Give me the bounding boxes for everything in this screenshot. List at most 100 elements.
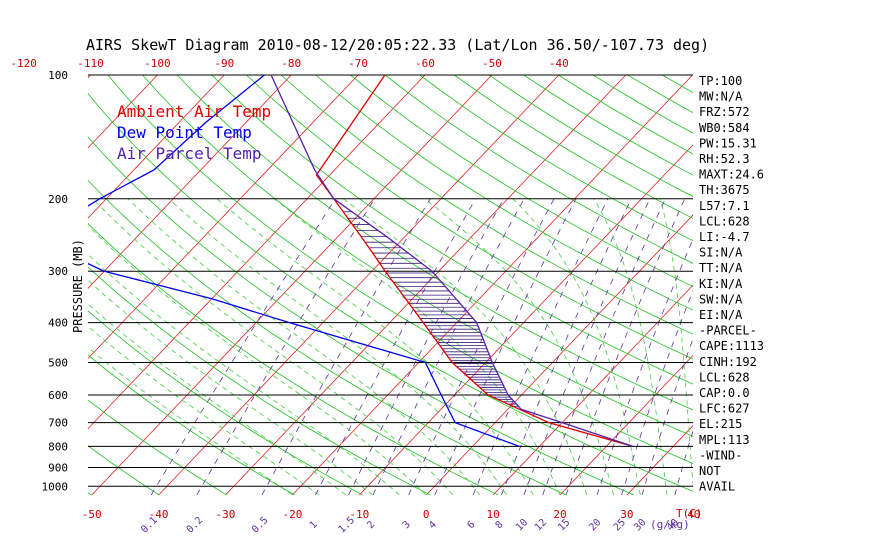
mixing-ratio-line <box>348 198 504 495</box>
mixing-ratio-line <box>596 237 693 495</box>
dry-adiabat-line <box>315 75 693 311</box>
bottom-temp-tick-label: 10 <box>486 508 499 521</box>
moist-adiabat-line <box>216 198 534 495</box>
dry-adiabat-line <box>88 354 295 495</box>
dry-adiabat-line <box>384 75 693 264</box>
mixing-ratio-tick-label: 2 <box>365 519 377 531</box>
mixing-ratio-line <box>621 289 693 495</box>
dry-adiabat-line <box>88 445 160 495</box>
dry-adiabat-line <box>801 75 870 495</box>
mixing-ratio-line <box>641 337 693 495</box>
mixing-ratio-tick-label: 6 <box>465 519 477 531</box>
dry-adiabat-line <box>0 75 23 495</box>
moist-adiabat-line <box>593 198 668 495</box>
stability-index-item: CAP:0.0 <box>699 386 750 400</box>
isotherm-line <box>359 144 693 495</box>
dry-adiabat-line <box>88 399 228 495</box>
dry-adiabat-line <box>142 75 693 437</box>
top-temp-tick-label: -40 <box>549 57 569 70</box>
bottom-temp-tick-label: -50 <box>82 508 102 521</box>
top-temp-tick-label: -60 <box>415 57 435 70</box>
isotherm-line <box>425 214 693 495</box>
dry-adiabat-line <box>246 75 693 360</box>
stability-index-item: NOT <box>699 464 721 478</box>
stability-index-item: LCL:628 <box>699 214 750 228</box>
stability-index-item: L57:7.1 <box>699 199 750 213</box>
mixing-ratio-line <box>150 198 336 495</box>
stability-index-item: EL:215 <box>699 417 742 431</box>
stability-index-item: TT:N/A <box>699 261 743 275</box>
stability-index-item: AVAIL <box>699 480 735 494</box>
legend: Ambient Air Temp Dew Point Temp Air Parcel… <box>117 102 271 163</box>
pressure-tick-label: 500 <box>48 356 68 369</box>
moist-adiabat-line <box>88 279 373 495</box>
isotherm-line <box>88 75 426 430</box>
stability-index-item: LFC:627 <box>699 402 750 416</box>
isotherm-line <box>88 75 158 149</box>
profile-series <box>88 75 634 448</box>
stability-index-item: PW:15.31 <box>699 136 757 150</box>
stability-index-item: MPL:113 <box>699 433 750 447</box>
series-line <box>88 75 520 448</box>
pressure-tick-label: 600 <box>48 389 68 402</box>
top-temp-tick-label: -80 <box>281 57 301 70</box>
pressure-tick-label: 900 <box>48 461 68 474</box>
moist-adiabat-line <box>88 225 427 495</box>
isotherm-line <box>761 75 870 495</box>
stability-index-item: LI:-4.7 <box>699 230 750 244</box>
mixing-ratio-tick-label: 8 <box>494 519 506 531</box>
stability-index-item: SW:N/A <box>699 292 743 306</box>
dry-adiabat-line <box>88 92 693 492</box>
dry-adiabat-line <box>350 75 693 288</box>
pressure-tick-label: 700 <box>48 417 68 430</box>
stability-index-item: WB0:584 <box>699 121 750 135</box>
dry-adiabat-line <box>176 75 693 411</box>
bottom-temp-tick-label: -40 <box>149 508 169 521</box>
dry-adiabat-line <box>419 75 693 242</box>
moist-adiabat-line <box>659 198 693 490</box>
y-axis-label: PRESSURE (MB) <box>71 239 85 333</box>
mixing-ratio-line <box>674 429 693 495</box>
dry-adiabat-line <box>88 266 431 495</box>
mixing-ratio-line <box>542 198 666 495</box>
mixing-ratio-tick-label: 1 <box>308 519 320 531</box>
isotherm-line <box>559 354 693 495</box>
mixing-ratio-line <box>501 198 632 495</box>
isotherm-line <box>225 75 626 495</box>
bottom-temp-tick-label: -10 <box>349 508 369 521</box>
moist-adiabat-line <box>512 198 641 495</box>
stability-index-item: RH:52.3 <box>699 152 750 166</box>
dry-adiabat-line <box>662 75 693 94</box>
pressure-tick-label: 300 <box>48 265 68 278</box>
isotherm-line <box>88 75 225 219</box>
series-line <box>315 75 634 448</box>
mixing-ratio-tick-label: 4 <box>427 519 439 531</box>
stability-index-item: FRZ:572 <box>699 105 750 119</box>
dry-adiabat-line <box>766 75 870 495</box>
moist-adiabat-line <box>343 198 588 495</box>
isobar-lines <box>88 74 693 487</box>
stability-index-item: -WIND- <box>699 448 742 462</box>
moist-adiabat-line <box>127 198 481 495</box>
mixing-ratio-line <box>408 198 555 495</box>
moist-adiabat-line <box>168 198 507 495</box>
mixing-ratio-tick-label: 3 <box>401 519 413 531</box>
mixing-ratio-line <box>196 198 375 495</box>
mixing-ratio-tick-label: 0.2 <box>185 515 206 536</box>
mixing-ratio-line <box>565 198 686 495</box>
top-temp-tick-label: -50 <box>482 57 502 70</box>
mixing-ratio-line <box>472 198 609 495</box>
isotherm-line <box>91 75 493 495</box>
mixing-ratio-tick-label: 0.5 <box>250 515 271 536</box>
bottom-temp-tick-label: -20 <box>282 508 302 521</box>
moist-adiabat-line <box>88 253 400 495</box>
bottom-temp-tick-label: 30 <box>620 508 633 521</box>
dry-adiabat-line <box>107 75 693 464</box>
bottom-temp-tick-label: 40 <box>687 508 700 521</box>
cape-hatching <box>343 211 519 407</box>
stability-index-item: MW:N/A <box>699 90 743 104</box>
dry-adiabat-line <box>454 75 693 219</box>
isotherm-line <box>88 75 292 289</box>
